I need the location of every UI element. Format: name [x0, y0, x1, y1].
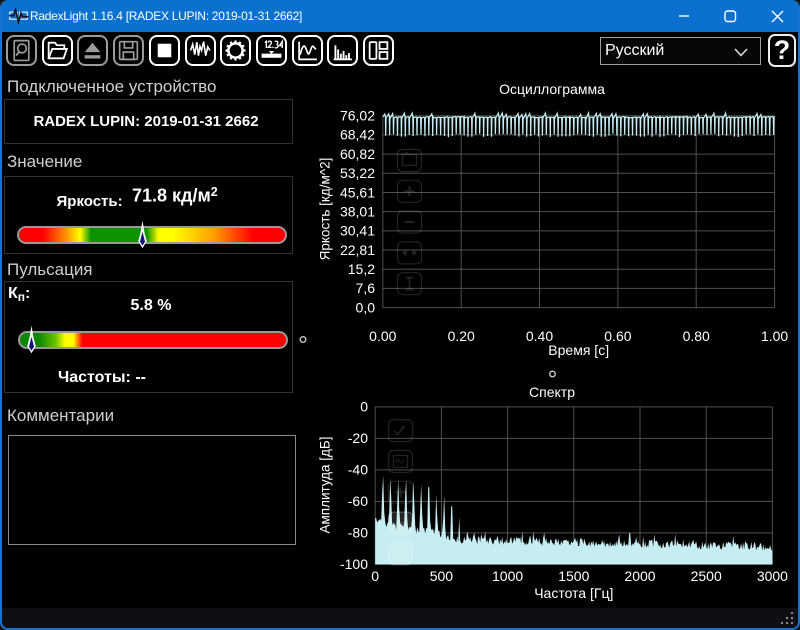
- svg-text:2500: 2500: [691, 568, 722, 584]
- svg-text:0: 0: [371, 568, 379, 584]
- svg-text:38,01: 38,01: [340, 204, 375, 220]
- svg-text:Амплитуда [дБ]: Амплитуда [дБ]: [318, 436, 333, 533]
- svg-text:1500: 1500: [558, 568, 589, 584]
- svg-text:0.00: 0.00: [369, 328, 396, 344]
- svg-text:1000: 1000: [492, 568, 523, 584]
- svg-text:0.60: 0.60: [604, 328, 631, 344]
- svg-text:1.00: 1.00: [761, 328, 788, 344]
- svg-text:0.40: 0.40: [526, 328, 553, 344]
- svg-text:Яркость [кд/м^2]: Яркость [кд/м^2]: [318, 158, 333, 261]
- svg-text:0: 0: [360, 399, 368, 415]
- svg-text:0.20: 0.20: [448, 328, 475, 344]
- svg-text:-100: -100: [340, 556, 368, 572]
- svg-text:Спектр: Спектр: [529, 384, 575, 400]
- svg-text:Время [с]: Время [с]: [548, 342, 609, 358]
- svg-text:-60: -60: [348, 493, 368, 509]
- svg-text:-20: -20: [348, 430, 368, 446]
- svg-text:2000: 2000: [624, 568, 655, 584]
- svg-text:Частота [Гц]: Частота [Гц]: [534, 585, 613, 601]
- svg-text:Осциллограмма: Осциллограмма: [499, 81, 605, 97]
- svg-text:3000: 3000: [757, 568, 788, 584]
- svg-text:30,41: 30,41: [340, 223, 375, 239]
- svg-text:500: 500: [430, 568, 454, 584]
- svg-text:0,0: 0,0: [356, 299, 376, 315]
- svg-text:0.80: 0.80: [683, 328, 710, 344]
- svg-text:15,2: 15,2: [348, 261, 375, 277]
- svg-text:22,81: 22,81: [340, 242, 375, 258]
- svg-text:-80: -80: [348, 525, 368, 541]
- svg-text:-40: -40: [348, 462, 368, 478]
- svg-text:68,42: 68,42: [340, 127, 375, 143]
- svg-text:76,02: 76,02: [340, 108, 375, 124]
- svg-text:45,61: 45,61: [340, 184, 375, 200]
- svg-text:7,6: 7,6: [356, 280, 376, 296]
- svg-text:53,22: 53,22: [340, 165, 375, 181]
- svg-text:60,82: 60,82: [340, 146, 375, 162]
